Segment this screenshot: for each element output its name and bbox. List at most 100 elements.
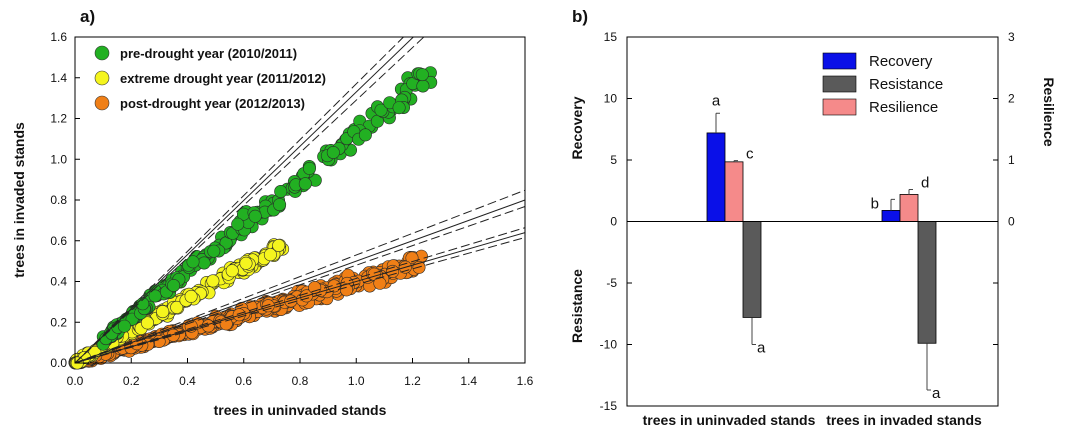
scatter-point (239, 256, 253, 270)
right-tick-label: 2 (1008, 92, 1015, 106)
legend-label-recovery: Recovery (869, 53, 933, 70)
y-tick-label: 1.2 (50, 112, 67, 126)
scatter-point (358, 128, 372, 142)
scatter-point (186, 255, 200, 269)
scatter-point (261, 299, 275, 313)
regression-line (74, 232, 526, 364)
x-tick-label: 0.2 (123, 374, 140, 388)
scatter-point (170, 300, 184, 314)
left-tick-label: 0 (610, 215, 617, 229)
y-axis-title-recovery: Recovery (569, 96, 585, 159)
left-tick-label: 5 (610, 153, 617, 167)
legend-swatch-resistance (822, 75, 857, 93)
scatter-point (416, 79, 430, 93)
significance-letter: b (871, 195, 879, 212)
confidence-band-line (74, 36, 404, 364)
significance-letter: d (921, 175, 929, 192)
y-axis-title: trees in invaded stands (11, 122, 27, 278)
legend-swatch-recovery (822, 52, 857, 70)
x-tick-label: 1.0 (348, 374, 365, 388)
scatter-point (284, 294, 298, 308)
scatter-point (298, 177, 312, 191)
legend-label-resistance: Resistance (869, 76, 943, 93)
panel-a-label: a) (80, 7, 95, 26)
left-tick-label: -10 (600, 338, 618, 352)
y-tick-label: 1.6 (50, 30, 67, 44)
scatter-point (274, 185, 288, 199)
scatter-point (88, 345, 102, 359)
legend-marker-post-drought (94, 95, 110, 111)
y-axis-title-resistance: Resistance (569, 269, 585, 343)
scatter-point (373, 276, 387, 290)
x-tick-label: 1.6 (517, 374, 534, 388)
x-tick-label: 0.0 (67, 374, 84, 388)
regression-line (74, 199, 526, 364)
x-tick-label: 1.2 (404, 374, 421, 388)
left-tick-label: 10 (604, 92, 618, 106)
left-tick-label: -5 (606, 276, 617, 290)
bar (899, 194, 919, 222)
scatter-point (167, 278, 181, 292)
y-tick-label: 0.0 (50, 356, 67, 370)
right-tick-label: 3 (1008, 30, 1015, 44)
confidence-band-line (74, 36, 425, 364)
scatter-point (273, 198, 287, 212)
x-tick-label: 1.4 (460, 374, 477, 388)
y-axis-ticks: 0.0 0.2 0.4 0.6 0.8 1.0 1.2 1.4 1.6 (50, 30, 80, 370)
y-tick-label: 1.0 (50, 152, 67, 166)
legend-marker-extreme-drought (94, 70, 110, 86)
legend-label-extreme-drought: extreme drought year (2011/2012) (120, 71, 326, 86)
bar (881, 210, 901, 222)
significance-letter: a (712, 92, 721, 109)
x-tick-label: 0.8 (292, 374, 309, 388)
scatter-point (156, 305, 170, 319)
bar (742, 221, 762, 318)
legend-label-resilience: Resilience (869, 99, 938, 116)
legend-swatch-resilience (822, 98, 857, 116)
significance-letter: a (757, 340, 766, 357)
y-tick-label: 0.6 (50, 234, 67, 248)
right-tick-label: 1 (1008, 153, 1015, 167)
confidence-band-line (74, 206, 526, 364)
regression-lines (74, 36, 526, 364)
scatter-panel: a) 0.0 0.2 0.4 0.6 0.8 1.0 1.2 1.4 1.6 0.0 0.2 0.4… (11, 7, 534, 418)
scatter-point (415, 68, 429, 82)
scatter-point (197, 256, 211, 270)
category-labels: trees in uninvaded stands trees in invade… (643, 412, 982, 428)
left-axis-ticks: -15 -10 -5 0 5 10 15 (600, 30, 632, 413)
scatter-point (206, 274, 220, 288)
x-axis-title: trees in uninvaded stands (214, 402, 387, 418)
significance-letter: a (932, 385, 941, 402)
legend-label-post-drought: post-drought year (2012/2013) (120, 96, 305, 111)
confidence-band-line (74, 227, 526, 364)
bar (917, 221, 937, 344)
scatter-point (231, 217, 245, 231)
category-label: trees in uninvaded stands (643, 412, 816, 428)
scatter-point (141, 316, 155, 330)
regression-line (74, 36, 414, 364)
legend-marker-pre-drought (94, 45, 110, 61)
scatter-legend: pre-drought year (2010/2011) extreme dro… (94, 45, 326, 111)
bar-panel: b) a b a a c d -15 -10 -5 0 5 10 15 0 1 2 3 trees in u… (569, 7, 1057, 428)
panel-b-label: b) (572, 7, 588, 26)
bar-legend: Recovery Resistance Resilience (822, 52, 943, 116)
scatter-point (117, 319, 131, 333)
scatter-point (184, 289, 198, 303)
scatter-point (326, 146, 340, 160)
y-tick-label: 0.8 (50, 193, 67, 207)
scatter-point (302, 161, 316, 175)
right-axis-ticks: 0 1 2 3 (993, 30, 1015, 407)
category-label: trees in invaded stands (826, 412, 982, 428)
scatter-point (148, 289, 162, 303)
y-tick-label: 0.4 (50, 275, 67, 289)
left-tick-label: -15 (600, 399, 618, 413)
right-tick-label: 0 (1008, 215, 1015, 229)
scatter-point (392, 101, 406, 115)
scatter-point (263, 248, 277, 262)
significance-letter: c (746, 146, 754, 163)
bar (706, 132, 726, 222)
scatter-point (225, 264, 239, 278)
y-tick-label: 0.2 (50, 315, 67, 329)
x-tick-label: 0.6 (235, 374, 252, 388)
